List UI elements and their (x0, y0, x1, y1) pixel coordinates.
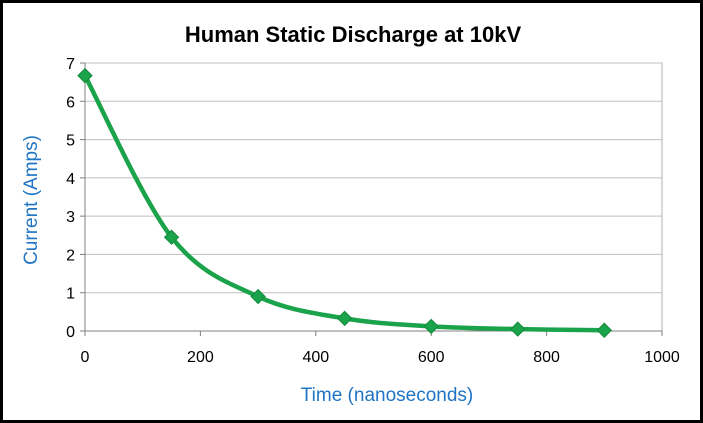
grid-lines (85, 62, 662, 294)
data-point-marker (250, 288, 266, 305)
static-discharge-chart: Human Static Discharge at 10kV 01234567 … (21, 22, 680, 406)
y-tick-label: 0 (66, 324, 75, 341)
y-tick-label: 5 (66, 133, 75, 150)
x-tick-labels: 0 200 400 600 800 1000 (81, 349, 680, 366)
x-tick-label: 600 (418, 349, 445, 366)
data-point-marker (336, 310, 353, 327)
data-point-marker (596, 322, 613, 338)
series-group (77, 67, 613, 338)
data-point-marker (423, 318, 439, 335)
y-tick-label: 2 (66, 247, 75, 264)
chart-title: Human Static Discharge at 10kV (185, 22, 522, 47)
data-point-marker (510, 321, 526, 337)
x-tick-label: 400 (302, 349, 329, 366)
x-tick-label: 800 (533, 349, 560, 366)
data-point-marker (77, 67, 93, 84)
y-tick-label: 7 (66, 56, 75, 73)
x-axis-title: Time (nanoseconds) (301, 385, 473, 406)
y-axis-title: Current (Amps) (21, 135, 42, 265)
y-tick-label: 3 (66, 209, 75, 226)
data-point-marker (163, 229, 180, 245)
x-tick-label: 1000 (644, 349, 680, 366)
x-tick-label: 0 (81, 349, 90, 366)
y-tick-label: 1 (66, 286, 75, 303)
y-tick-label: 4 (66, 171, 75, 188)
y-tick-label: 6 (66, 94, 75, 111)
y-tick-labels: 0 1 2 3 4 5 6 7 (66, 56, 75, 341)
x-tick-label: 200 (187, 349, 214, 366)
plot-area (84, 62, 663, 332)
